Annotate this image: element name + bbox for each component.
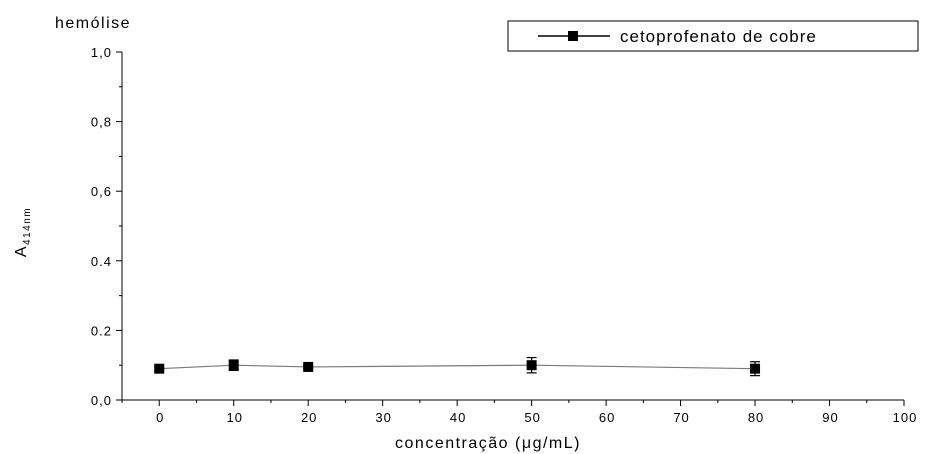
x-tick-label-50: 50 (524, 410, 540, 425)
legend-marker (568, 31, 578, 41)
x-tick-label-0: 0 (156, 410, 164, 425)
x-tick-label-30: 30 (375, 410, 391, 425)
legend: cetoprofenato de cobre (507, 20, 919, 52)
data-point-20 (303, 361, 314, 372)
axes: 0 10 20 30 40 50 60 70 80 90 100 0,0 0.2 0.4 0,6 0,8 1,0 (91, 45, 918, 425)
chart-title: hemólise (55, 15, 131, 32)
x-tick-label-100: 100 (893, 410, 918, 425)
x-tick-label-20: 20 (301, 410, 317, 425)
series-line-0 (159, 364, 756, 370)
y-tick-label-3: 0,6 (91, 184, 112, 199)
x-tick-label-80: 80 (748, 410, 764, 425)
x-tick-label-60: 60 (599, 410, 615, 425)
data-point-0 (154, 363, 165, 374)
y-tick-label-0: 0,0 (91, 393, 112, 408)
x-tick-label-90: 90 (822, 410, 838, 425)
x-axis-title: concentração (μg/mL) (395, 435, 581, 452)
y-tick-label-5: 1,0 (91, 45, 112, 60)
y-axis-title-sub: 414nm (22, 207, 33, 245)
x-tick-label-10: 10 (226, 410, 242, 425)
series-layer (154, 356, 761, 377)
y-axis-title: A414nm (13, 207, 33, 257)
y-tick-label-2: 0.4 (91, 254, 112, 269)
data-point-10 (228, 360, 239, 371)
legend-label: cetoprofenato de cobre (620, 27, 817, 46)
x-tick-label-70: 70 (673, 410, 689, 425)
x-tick-label-40: 40 (450, 410, 466, 425)
data-point-50 (526, 360, 537, 371)
y-axis-title-main: A (13, 245, 30, 257)
y-tick-label-4: 0,8 (91, 115, 112, 130)
data-point-80 (750, 363, 761, 374)
y-tick-label-1: 0.2 (91, 323, 112, 338)
